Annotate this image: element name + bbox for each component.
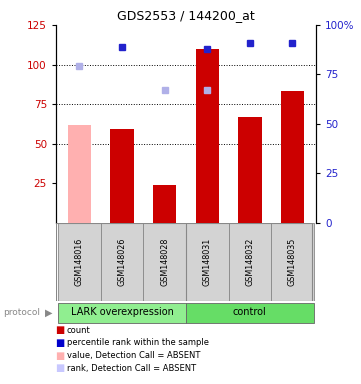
Title: GDS2553 / 144200_at: GDS2553 / 144200_at bbox=[117, 9, 255, 22]
Bar bbox=[271, 223, 314, 301]
Text: ■: ■ bbox=[55, 363, 64, 373]
Bar bbox=[186, 223, 229, 301]
Bar bbox=[186, 303, 314, 323]
Bar bbox=[229, 223, 271, 301]
Text: count: count bbox=[67, 326, 91, 335]
Text: protocol: protocol bbox=[4, 308, 40, 318]
Text: value, Detection Call = ABSENT: value, Detection Call = ABSENT bbox=[67, 351, 200, 360]
Text: ■: ■ bbox=[55, 325, 64, 335]
Bar bbox=[281, 91, 304, 223]
Bar bbox=[68, 125, 91, 223]
Bar bbox=[143, 223, 186, 301]
Text: percentile rank within the sample: percentile rank within the sample bbox=[67, 338, 209, 348]
Text: GSM148035: GSM148035 bbox=[288, 238, 297, 286]
Text: GSM148026: GSM148026 bbox=[117, 238, 126, 286]
Text: ■: ■ bbox=[55, 338, 64, 348]
Text: LARK overexpression: LARK overexpression bbox=[70, 308, 173, 318]
Text: ■: ■ bbox=[55, 351, 64, 361]
Bar bbox=[196, 49, 219, 223]
Text: GSM148028: GSM148028 bbox=[160, 238, 169, 286]
Text: GSM148032: GSM148032 bbox=[245, 238, 255, 286]
Bar bbox=[101, 223, 143, 301]
Text: control: control bbox=[233, 308, 267, 318]
Bar bbox=[58, 303, 186, 323]
Bar bbox=[238, 117, 262, 223]
Text: GSM148031: GSM148031 bbox=[203, 238, 212, 286]
Text: ▶: ▶ bbox=[45, 308, 52, 318]
Text: rank, Detection Call = ABSENT: rank, Detection Call = ABSENT bbox=[67, 364, 196, 373]
Bar bbox=[110, 129, 134, 223]
Text: GSM148016: GSM148016 bbox=[75, 238, 84, 286]
Bar bbox=[153, 185, 176, 223]
Bar bbox=[58, 223, 101, 301]
